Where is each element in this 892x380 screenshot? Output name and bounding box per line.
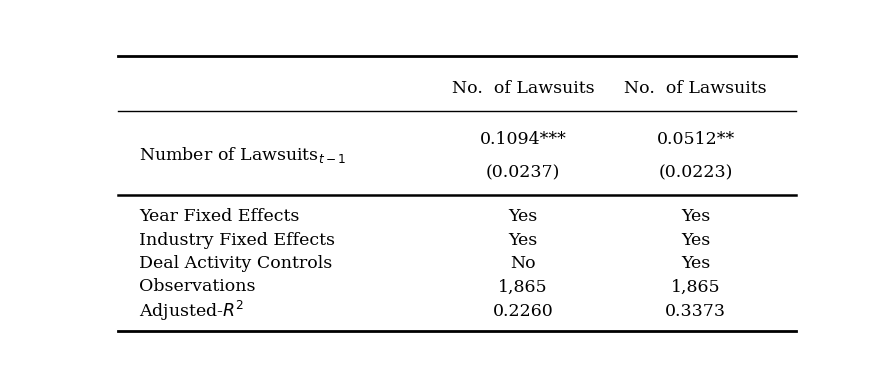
Text: Year Fixed Effects: Year Fixed Effects [139, 208, 300, 225]
Text: 0.3373: 0.3373 [665, 303, 726, 320]
Text: (0.0223): (0.0223) [658, 165, 733, 181]
Text: Adjusted-$R^2$: Adjusted-$R^2$ [139, 299, 244, 323]
Text: (0.0237): (0.0237) [485, 165, 560, 181]
Text: No.  of Lawsuits: No. of Lawsuits [451, 79, 594, 97]
Text: Yes: Yes [681, 232, 710, 249]
Text: No.  of Lawsuits: No. of Lawsuits [624, 79, 767, 97]
Text: Observations: Observations [139, 279, 256, 296]
Text: No: No [510, 255, 535, 272]
Text: Yes: Yes [508, 232, 538, 249]
Text: 0.2260: 0.2260 [492, 303, 553, 320]
Text: 1,865: 1,865 [671, 279, 721, 296]
Text: Industry Fixed Effects: Industry Fixed Effects [139, 232, 335, 249]
Text: 0.1094***: 0.1094*** [479, 131, 566, 148]
Text: Yes: Yes [681, 255, 710, 272]
Text: Yes: Yes [681, 208, 710, 225]
Text: Yes: Yes [508, 208, 538, 225]
Text: Deal Activity Controls: Deal Activity Controls [139, 255, 333, 272]
Text: 0.0512**: 0.0512** [657, 131, 735, 148]
Text: Number of Lawsuits$_{t-1}$: Number of Lawsuits$_{t-1}$ [139, 145, 346, 165]
Text: 1,865: 1,865 [498, 279, 548, 296]
